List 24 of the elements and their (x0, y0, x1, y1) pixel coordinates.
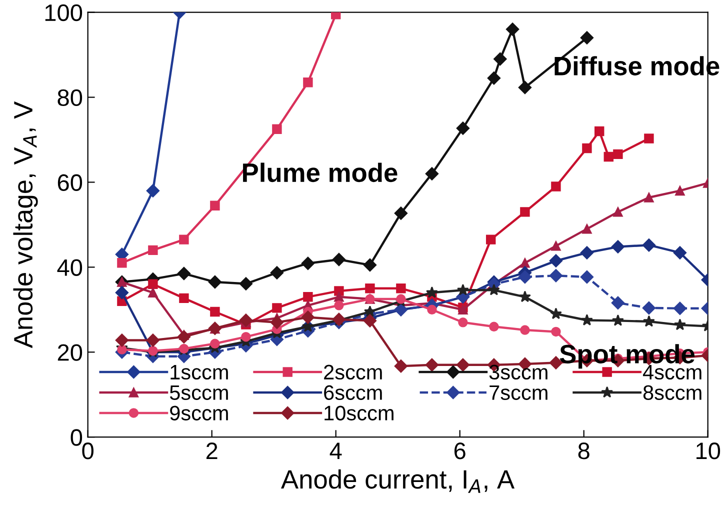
y-tick-label: 0 (70, 429, 82, 446)
x-tick-label: 10 (696, 442, 720, 460)
y-axis-title: Anode voltage, V$_{A}$, V (13, 101, 38, 348)
legend-label: 5sccm (170, 385, 228, 400)
legend-label: 3sccm (489, 364, 548, 380)
legend-label: 8sccm (643, 385, 702, 400)
legend-label: 6sccm (324, 385, 382, 400)
x-axis-title: Anode current, I$_{A}$, A (281, 469, 515, 493)
y-tick-label: 100 (45, 4, 82, 22)
annotation: Plume mode (243, 162, 398, 182)
legend-label: 1sccm (170, 364, 228, 380)
x-tick-label: 0 (82, 442, 94, 460)
legend-label: 9sccm (170, 406, 228, 420)
legend-label: 10sccm (324, 406, 394, 420)
y-tick-label: 40 (57, 259, 82, 276)
x-tick-label: 8 (578, 442, 590, 460)
y-tick-label: 80 (58, 89, 82, 106)
x-tick-label: 4 (330, 442, 342, 460)
x-tick-label: 6 (454, 442, 466, 460)
y-tick-label: 20 (58, 344, 82, 361)
legend-label: 7sccm (490, 385, 548, 400)
x-tick-label: 2 (206, 442, 218, 460)
legend-label: 2sccm (324, 364, 382, 380)
y-tick-label: 60 (58, 174, 82, 192)
